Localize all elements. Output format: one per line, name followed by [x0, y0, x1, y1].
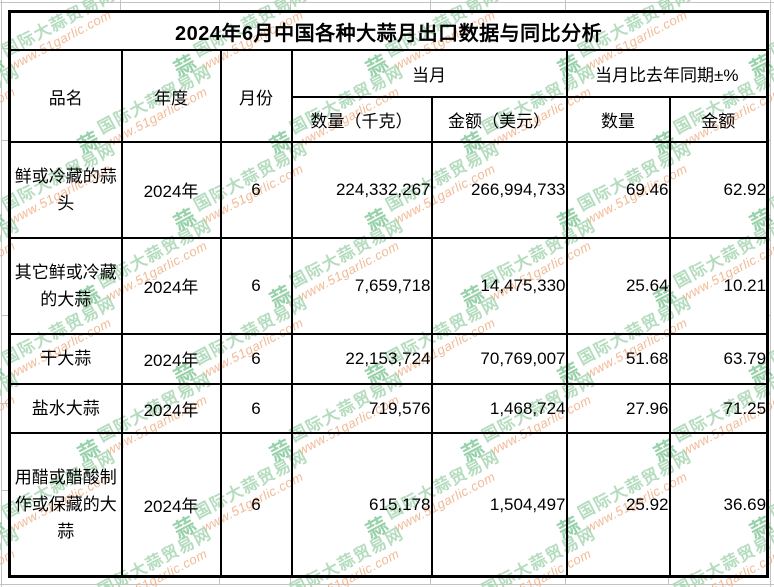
garlic-logo-icon: 蒜	[0, 513, 8, 544]
gridline	[219, 0, 220, 10]
gridline	[2, 403, 9, 404]
cell-yoy-qty: 25.92	[565, 432, 671, 578]
cell-amount-usd: 266,994,733	[430, 141, 568, 239]
header-amount-usd: 金额（美元）	[430, 96, 568, 143]
garlic-logo-icon: 蒜	[459, 0, 488, 5]
gridline	[2, 140, 9, 141]
gridline	[2, 48, 9, 49]
cell-product: 鲜或冷藏的蒜头	[8, 141, 123, 239]
header-qty-kg: 数量（千克）	[290, 96, 433, 143]
gridline	[668, 578, 669, 585]
gridline	[2, 490, 9, 491]
garlic-export-table: 2024年6月中国各种大蒜月出口数据与同比分析 品名 年度 月份 当月 当月比去…	[8, 10, 770, 578]
gridline	[0, 584, 774, 585]
cell-yoy-amount: 63.79	[668, 332, 769, 385]
gridline	[668, 0, 669, 10]
gridline	[2, 315, 9, 316]
table-row: 鲜或冷藏的蒜头 2024年 6 224,332,267 266,994,733 …	[8, 141, 769, 239]
cell-month: 6	[219, 141, 293, 239]
table-row: 干大蒜 2024年 6 22,153,724 70,769,007 51.68 …	[8, 332, 769, 385]
garlic-logo-icon: 蒜	[0, 51, 8, 82]
cell-year: 2024年	[120, 432, 222, 578]
gridline	[770, 0, 771, 587]
gridline	[219, 578, 220, 585]
cell-yoy-qty: 27.96	[565, 382, 671, 435]
cell-yoy-qty: 51.68	[565, 332, 671, 385]
table-title: 2024年6月中国各种大蒜月出口数据与同比分析	[8, 10, 769, 51]
cell-product: 用醋或醋酸制作或保藏的大蒜	[8, 432, 123, 578]
cell-year: 2024年	[120, 236, 222, 335]
garlic-logo-icon: 蒜	[75, 0, 104, 5]
cell-amount-usd: 70,769,007	[430, 332, 568, 385]
header-group-yoy: 当月比去年同期±%	[565, 49, 769, 98]
cell-year: 2024年	[120, 382, 222, 435]
gridline	[120, 0, 121, 10]
gridline	[290, 0, 291, 10]
cell-product: 盐水大蒜	[8, 382, 123, 435]
garlic-logo-icon: 蒜	[267, 0, 296, 5]
cell-month: 6	[219, 382, 293, 435]
cell-qty-kg: 224,332,267	[290, 141, 433, 239]
cell-year: 2024年	[120, 332, 222, 385]
cell-qty-kg: 22,153,724	[290, 332, 433, 385]
cell-yoy-amount: 36.69	[668, 432, 769, 578]
cell-qty-kg: 719,576	[290, 382, 433, 435]
cell-yoy-qty: 25.64	[565, 236, 671, 335]
header-yoy-qty: 数量	[565, 96, 671, 143]
gridline	[2, 228, 9, 229]
cell-product: 其它鲜或冷藏的大蒜	[8, 236, 123, 335]
header-year: 年度	[120, 49, 222, 143]
table-row: 盐水大蒜 2024年 6 719,576 1,468,724 27.96 71.…	[8, 382, 769, 435]
garlic-logo-icon: 蒜	[0, 359, 8, 390]
gridline	[565, 578, 566, 585]
gridline	[1, 0, 2, 587]
header-yoy-amount: 金额	[668, 96, 769, 143]
table-row: 其它鲜或冷藏的大蒜 2024年 6 7,659,718 14,475,330 2…	[8, 236, 769, 335]
cell-qty-kg: 615,178	[290, 432, 433, 578]
cell-yoy-amount: 10.21	[668, 236, 769, 335]
cell-yoy-qty: 69.46	[565, 141, 671, 239]
garlic-logo-icon: 蒜	[0, 205, 8, 236]
gridline	[0, 2, 774, 3]
cell-amount-usd: 1,468,724	[430, 382, 568, 435]
cell-yoy-amount: 71.25	[668, 382, 769, 435]
cell-product: 干大蒜	[8, 332, 123, 385]
cell-yoy-amount: 62.92	[668, 141, 769, 239]
header-product: 品名	[8, 49, 123, 143]
cell-year: 2024年	[120, 141, 222, 239]
gridline	[565, 0, 566, 10]
gridline	[290, 578, 291, 585]
garlic-logo-icon: 蒜	[651, 0, 680, 5]
gridline	[430, 0, 431, 10]
cell-qty-kg: 7,659,718	[290, 236, 433, 335]
header-group-current-month: 当月	[290, 49, 568, 98]
cell-month: 6	[219, 332, 293, 385]
cell-month: 6	[219, 432, 293, 578]
gridline	[120, 578, 121, 585]
gridline	[430, 578, 431, 585]
header-month: 月份	[219, 49, 293, 143]
cell-amount-usd: 14,475,330	[430, 236, 568, 335]
cell-month: 6	[219, 236, 293, 335]
table-row: 用醋或醋酸制作或保藏的大蒜 2024年 6 615,178 1,504,497 …	[8, 432, 769, 578]
cell-amount-usd: 1,504,497	[430, 432, 568, 578]
